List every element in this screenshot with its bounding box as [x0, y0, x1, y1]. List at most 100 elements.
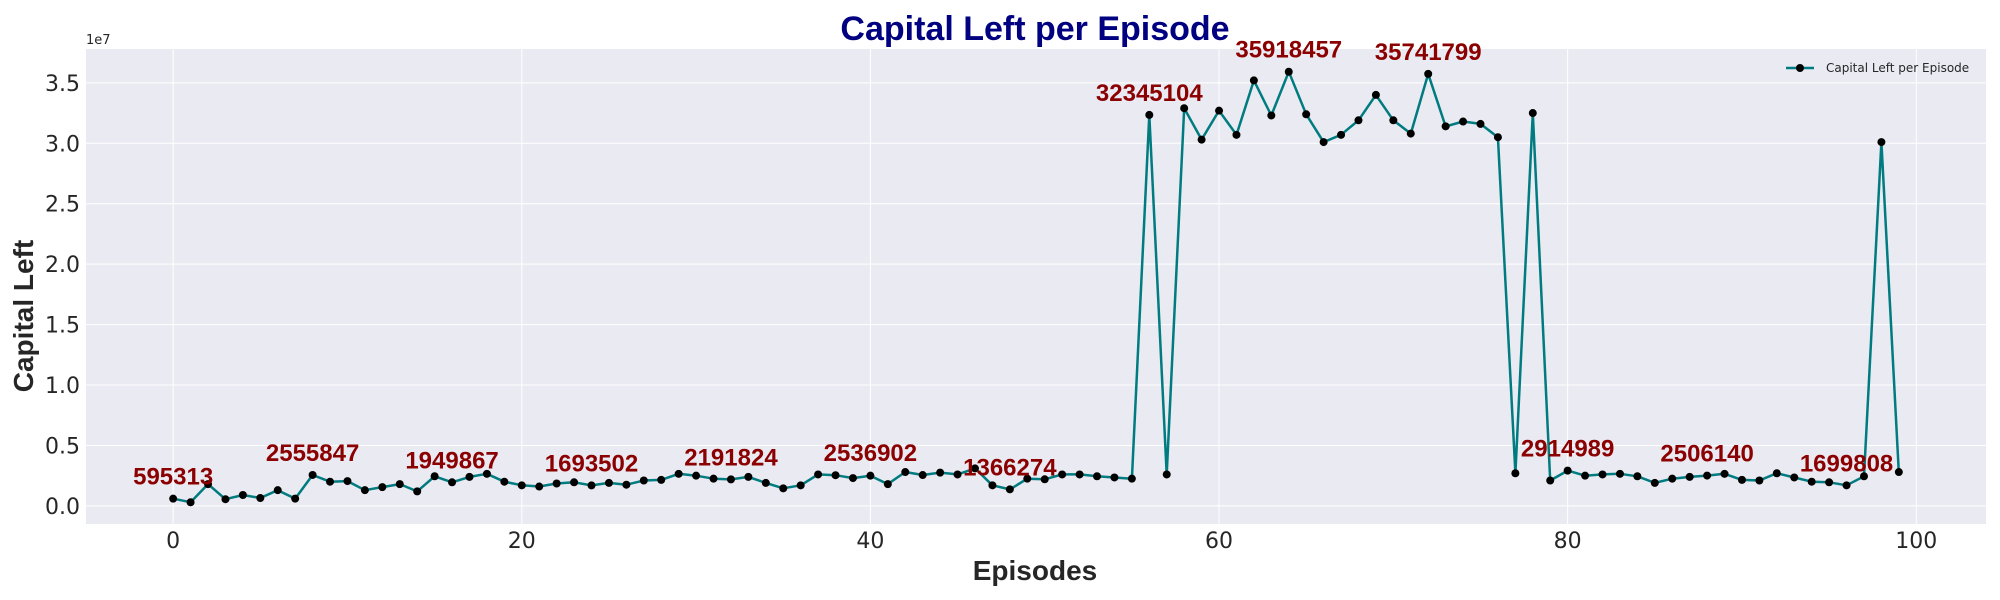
- data-point: [1633, 472, 1642, 481]
- data-point: [1267, 111, 1276, 120]
- data-point: [848, 474, 857, 483]
- data-point: [744, 472, 753, 481]
- data-point: [918, 471, 927, 480]
- data-point: [1528, 109, 1537, 118]
- data-point: [1075, 470, 1084, 479]
- data-point: [726, 475, 735, 484]
- data-point: [604, 478, 613, 487]
- y-tick-label: 3.5: [45, 72, 80, 97]
- data-point: [570, 478, 579, 487]
- data-point: [831, 471, 840, 480]
- data-point: [1459, 117, 1468, 126]
- data-point: [1737, 475, 1746, 484]
- data-point: [238, 490, 247, 499]
- data-point: [1441, 122, 1450, 131]
- data-point: [1807, 477, 1816, 486]
- data-label: 2536902: [824, 440, 917, 467]
- x-tick-label: 20: [508, 529, 536, 554]
- data-point: [552, 479, 561, 488]
- data-point: [413, 487, 422, 496]
- data-point: [500, 477, 509, 486]
- data-point: [1546, 476, 1555, 485]
- data-label: 595313: [133, 464, 213, 491]
- data-point: [883, 480, 892, 489]
- data-point: [587, 481, 596, 490]
- data-label: 1949867: [405, 447, 498, 474]
- data-point: [866, 471, 875, 480]
- data-point: [1406, 129, 1415, 138]
- data-point: [988, 481, 997, 490]
- legend-marker-swatch: [1796, 64, 1804, 72]
- data-point: [1354, 116, 1363, 125]
- data-point: [1825, 478, 1834, 487]
- y-axis: 0.0 0.5 1.0 1.5 2.0 2.5 3.0 3.5: [45, 72, 80, 520]
- data-point: [1842, 481, 1851, 490]
- data-point: [1650, 478, 1659, 487]
- y-tick-label: 3.0: [45, 132, 80, 157]
- x-tick-label: 80: [1554, 529, 1582, 554]
- data-point: [535, 482, 544, 491]
- legend: Capital Left per Episode: [1786, 61, 1969, 75]
- data-label: 1693502: [545, 450, 638, 477]
- grid: [86, 49, 1986, 524]
- annotations: 595313 2555847 1949867 1693502 2191824 253690…: [133, 37, 1893, 491]
- data-point: [1685, 472, 1694, 481]
- data-point: [1197, 135, 1206, 144]
- data-point: [622, 480, 631, 489]
- legend-entry: Capital Left per Episode: [1826, 61, 1969, 75]
- data-point: [448, 478, 457, 487]
- y-tick-label: 0.0: [45, 495, 80, 520]
- data-point: [1772, 469, 1781, 478]
- data-point: [256, 494, 265, 503]
- data-label: 2506140: [1660, 441, 1753, 468]
- data-point: [326, 477, 335, 486]
- data-point: [343, 477, 352, 486]
- y-axis-label: Capital Left: [8, 240, 39, 392]
- data-point: [1389, 116, 1398, 125]
- data-point: [1040, 475, 1049, 484]
- x-axis: 0 20 40 60 80 100: [166, 529, 1937, 554]
- data-point: [901, 468, 910, 477]
- y-tick-label: 1.0: [45, 374, 80, 399]
- data-point: [291, 494, 300, 503]
- data-label: 35741799: [1375, 39, 1482, 66]
- data-point: [1755, 476, 1764, 485]
- data-label: 1699808: [1800, 450, 1893, 477]
- y-tick-label: 2.5: [45, 193, 80, 218]
- data-point: [1476, 119, 1485, 128]
- y-tick-label: 1.5: [45, 314, 80, 339]
- chart-title: Capital Left per Episode: [840, 10, 1229, 48]
- data-point: [517, 481, 526, 490]
- data-point: [1511, 469, 1520, 478]
- x-tick-label: 0: [166, 529, 180, 554]
- data-point: [169, 494, 178, 503]
- data-point: [709, 474, 718, 483]
- data-point: [1877, 138, 1886, 147]
- data-point: [1790, 473, 1799, 482]
- x-tick-label: 40: [856, 529, 884, 554]
- data-point: [936, 468, 945, 477]
- series-layer: [169, 67, 1903, 507]
- data-point: [1180, 104, 1189, 113]
- data-point: [1720, 469, 1729, 478]
- data-label: 2555847: [266, 440, 359, 467]
- data-point: [814, 470, 823, 479]
- data-point: [395, 480, 404, 489]
- data-point: [796, 481, 805, 490]
- data-point: [482, 469, 491, 478]
- data-point: [1093, 472, 1102, 481]
- x-tick-label: 60: [1205, 529, 1233, 554]
- data-point: [953, 470, 962, 479]
- x-tick-label: 100: [1895, 529, 1937, 554]
- data-point: [1023, 474, 1032, 483]
- data-point: [1110, 473, 1119, 482]
- data-point: [1319, 138, 1328, 147]
- data-point: [692, 471, 701, 480]
- data-point: [1668, 474, 1677, 483]
- data-point: [1162, 470, 1171, 479]
- data-point: [221, 495, 230, 504]
- data-point: [1563, 466, 1572, 475]
- data-point: [1615, 469, 1624, 478]
- data-point: [1371, 90, 1380, 99]
